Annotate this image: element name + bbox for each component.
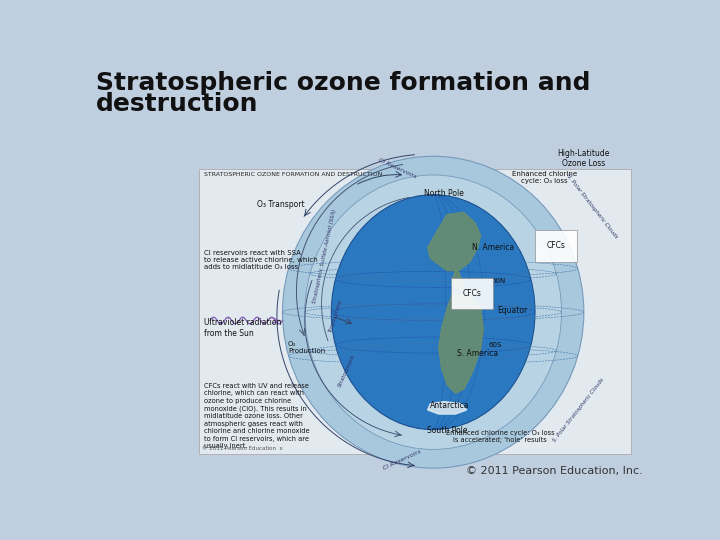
Text: Antarctica: Antarctica xyxy=(430,401,469,410)
Text: Ultraviolet radiation
from the Sun: Ultraviolet radiation from the Sun xyxy=(204,319,282,338)
Ellipse shape xyxy=(282,156,584,468)
Text: N. Polar Stratospheric Clouds: N. Polar Stratospheric Clouds xyxy=(565,173,619,239)
Text: Equator: Equator xyxy=(498,306,528,315)
Polygon shape xyxy=(428,212,481,271)
Text: S. America: S. America xyxy=(457,349,498,358)
Text: Troposphere: Troposphere xyxy=(328,299,343,334)
Polygon shape xyxy=(438,294,483,393)
Text: © 2011 Pearson Education, Inc.: © 2011 Pearson Education, Inc. xyxy=(466,467,642,476)
Text: O₃ Transport: O₃ Transport xyxy=(258,200,305,209)
Text: destruction: destruction xyxy=(96,92,258,116)
Text: CFCs react with UV and release
chlorine, which can react with
ozone to produce c: CFCs react with UV and release chlorine,… xyxy=(204,383,310,449)
Text: 60N: 60N xyxy=(492,278,506,284)
Polygon shape xyxy=(428,402,467,414)
Text: Stratospheric Sulfate Aerosol (SSA): Stratospheric Sulfate Aerosol (SSA) xyxy=(312,208,337,304)
Text: 60S: 60S xyxy=(489,342,503,348)
Text: Enhanced chlorine cycle: O₃ loss
is accelerated; 'hole' results: Enhanced chlorine cycle: O₃ loss is acce… xyxy=(446,430,554,443)
Text: Stratosphere: Stratosphere xyxy=(337,353,356,388)
Text: Cl reservoirs react with SSA
to release active chlorine, which
adds to midlatitu: Cl reservoirs react with SSA to release … xyxy=(204,250,318,270)
Text: Enhanced chlorine
cycle: O₃ loss: Enhanced chlorine cycle: O₃ loss xyxy=(512,171,577,184)
Text: Cl Reservoirs: Cl Reservoirs xyxy=(377,158,417,180)
Ellipse shape xyxy=(305,175,562,449)
Text: Stratospheric ozone formation and: Stratospheric ozone formation and xyxy=(96,71,590,95)
Text: Cl Reservoirs: Cl Reservoirs xyxy=(382,449,423,471)
Text: N. America: N. America xyxy=(472,243,514,252)
Text: South Pole: South Pole xyxy=(427,426,467,435)
Text: S. Polar Stratospheric Clouds: S. Polar Stratospheric Clouds xyxy=(552,377,605,443)
Text: North Pole: North Pole xyxy=(424,189,464,198)
Text: CFCs: CFCs xyxy=(463,289,482,298)
Text: STRATOSPHERIC OZONE FORMATION AND DESTRUCTION: STRATOSPHERIC OZONE FORMATION AND DESTRU… xyxy=(204,172,383,177)
Text: © 2011 Pearson Education  x: © 2011 Pearson Education x xyxy=(202,447,282,451)
Ellipse shape xyxy=(331,195,535,430)
Text: CFCs: CFCs xyxy=(546,241,565,250)
Text: O₃
Production: O₃ Production xyxy=(288,341,325,354)
FancyBboxPatch shape xyxy=(199,168,631,454)
Text: High-Latitude
Ozone Loss: High-Latitude Ozone Loss xyxy=(558,148,610,168)
Polygon shape xyxy=(453,271,464,292)
